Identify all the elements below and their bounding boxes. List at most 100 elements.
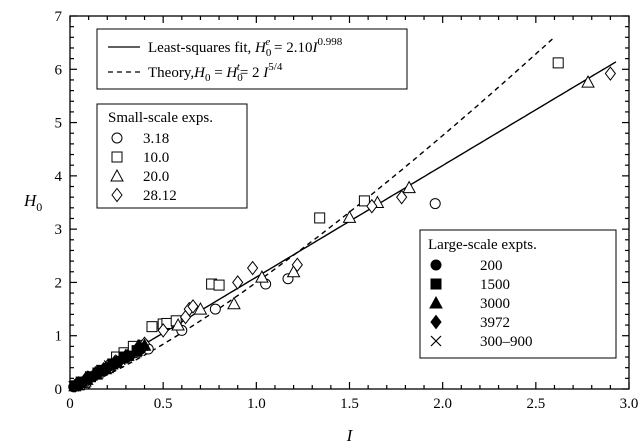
label-part: H xyxy=(254,40,267,56)
data-point xyxy=(68,380,80,392)
data-point xyxy=(581,75,595,88)
cross-stroke xyxy=(103,360,115,371)
label-part: = 2 xyxy=(240,65,263,81)
label-part: 0.998 xyxy=(318,36,343,48)
cross-stroke xyxy=(430,335,442,347)
y-axis-label-sub: 0 xyxy=(36,200,42,214)
legend-marker xyxy=(110,168,124,182)
legend-small-label: 10.0 xyxy=(143,150,169,166)
data-point xyxy=(227,296,241,310)
data-point xyxy=(77,376,89,387)
data-point xyxy=(187,299,199,314)
label-part: 5/4 xyxy=(268,61,283,73)
data-point xyxy=(286,264,301,278)
cross-stroke xyxy=(94,365,106,377)
legend-large-label: 300–900 xyxy=(480,334,533,350)
legend-small-scale: Small-scale exps. 3.18 10.0 20.0 28.12 xyxy=(96,103,248,209)
label-part: I xyxy=(312,40,319,56)
data-points xyxy=(68,57,616,393)
label-part: t xyxy=(237,61,241,73)
y-tick-label: 3 xyxy=(55,222,63,238)
data-point xyxy=(133,339,145,354)
label-part: e xyxy=(265,36,270,48)
data-point xyxy=(342,210,357,223)
legend-marker xyxy=(430,278,442,290)
cross-stroke xyxy=(68,380,80,392)
y-tick-label: 5 xyxy=(55,116,63,132)
data-point xyxy=(114,354,126,366)
label-part: 0 xyxy=(237,72,243,84)
data-point xyxy=(109,355,121,370)
legend-small-title: Small-scale exps. xyxy=(108,110,213,126)
legend-marker xyxy=(430,314,442,330)
legend-marker xyxy=(111,151,123,163)
legend-marker xyxy=(430,335,442,347)
legend-lines: Least-squares fit, H0e = 2.10I0.998Theor… xyxy=(96,28,408,90)
y-tick-label: 2 xyxy=(55,275,63,291)
legend-large-box xyxy=(419,229,617,359)
legend-large-title: Large-scale expts. xyxy=(428,237,537,253)
legends: Least-squares fit, H0e = 2.10I0.998Theor… xyxy=(96,28,617,359)
data-point xyxy=(402,180,416,194)
legend-marker xyxy=(429,295,443,309)
legend-marker xyxy=(430,259,442,271)
y-axis-label-main: H xyxy=(23,191,38,210)
x-tick-label: 0 xyxy=(66,396,74,412)
data-point xyxy=(314,212,326,224)
x-tick-label: 1.5 xyxy=(340,396,359,412)
data-point xyxy=(86,370,98,382)
legend-line-label: Least-squares fit, H0e = 2.10I0.998 xyxy=(148,36,343,59)
y-tick-label: 7 xyxy=(55,9,63,25)
label-part: = 2.10 xyxy=(270,40,312,56)
label-part: H xyxy=(193,65,206,81)
legend-large-scale: Large-scale expts. 200 1500 3000 3972 300–900 xyxy=(419,229,617,359)
y-tick-label: 4 xyxy=(55,169,63,185)
data-point xyxy=(396,189,408,205)
label-part: Least-squares fit, xyxy=(148,40,255,56)
data-point xyxy=(209,303,221,315)
label-part: Theory, xyxy=(148,65,194,81)
legend-small-label: 28.12 xyxy=(143,188,177,204)
y-tick-label: 6 xyxy=(55,62,63,78)
y-axis-label: H0 xyxy=(23,191,42,214)
x-tick-label: 3.0 xyxy=(620,396,639,412)
legend-small-label: 3.18 xyxy=(143,131,169,147)
data-point xyxy=(232,275,244,290)
legend-small-label: 20.0 xyxy=(143,169,169,185)
label-part: H xyxy=(225,65,238,81)
legend-large-label: 200 xyxy=(480,258,503,274)
label-part: = xyxy=(210,65,226,81)
legend-marker xyxy=(111,132,123,144)
cross-stroke xyxy=(114,354,126,366)
data-point xyxy=(366,198,378,214)
data-point xyxy=(552,57,564,69)
label-part: 0 xyxy=(205,72,211,84)
x-tick-label: 2.0 xyxy=(433,396,452,412)
legend-marker xyxy=(111,187,123,203)
legend-large-label: 1500 xyxy=(480,277,510,293)
legend-large-label: 3972 xyxy=(480,315,510,331)
data-point xyxy=(193,302,208,315)
cross-stroke xyxy=(86,370,98,382)
y-tick-label: 1 xyxy=(55,329,63,345)
data-point xyxy=(246,260,259,276)
x-tick-label: 0.5 xyxy=(154,396,173,412)
label-part: 0 xyxy=(266,47,272,59)
data-point xyxy=(146,321,158,333)
x-tick-label: 1.0 xyxy=(247,396,266,412)
label-part: I xyxy=(262,65,269,81)
legend-lines-box xyxy=(96,28,408,90)
cross-stroke xyxy=(77,376,89,387)
legend-large-label: 3000 xyxy=(480,296,510,312)
x-axis-label: I xyxy=(346,426,354,445)
x-tick-label: 2.5 xyxy=(526,396,545,412)
data-point xyxy=(157,323,169,338)
data-point xyxy=(120,348,132,364)
data-point xyxy=(171,318,185,331)
data-point xyxy=(94,365,106,377)
data-point xyxy=(291,257,303,273)
y-tick-label: 0 xyxy=(55,382,63,398)
data-point xyxy=(604,66,616,81)
